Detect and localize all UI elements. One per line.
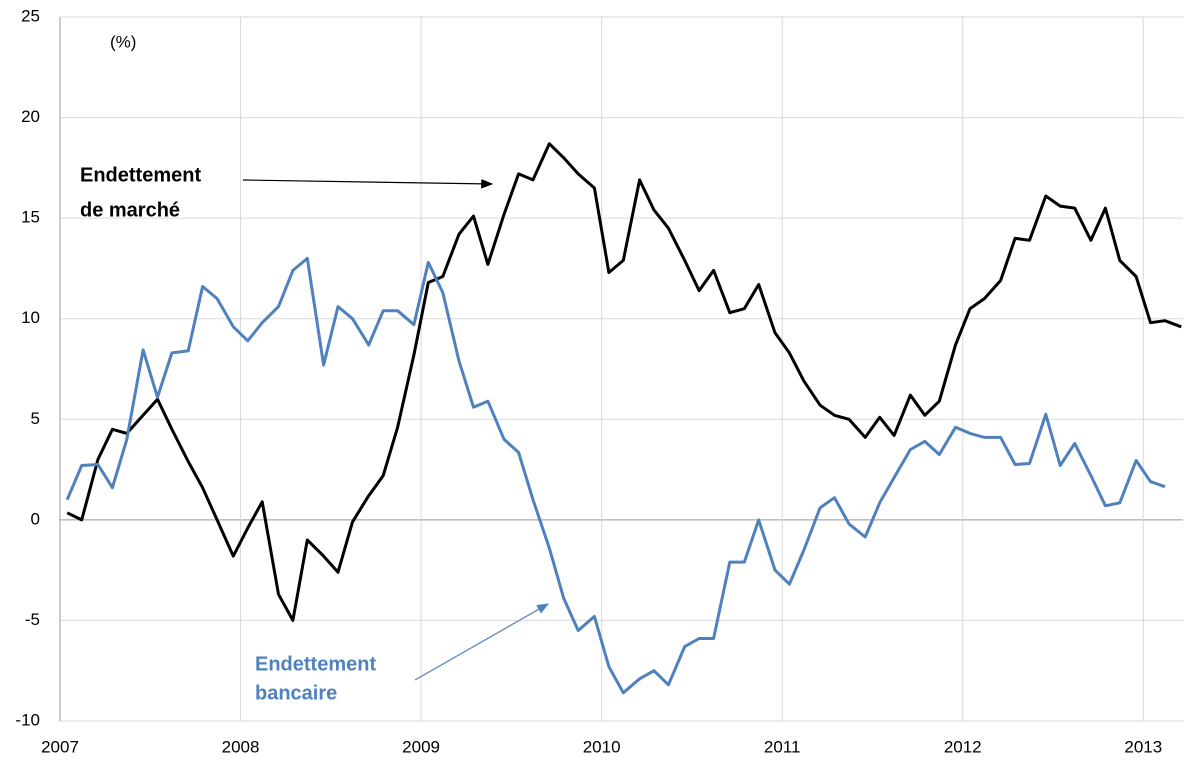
y-tick-label: -10 <box>15 710 40 729</box>
annotation: Endettement <box>255 653 376 675</box>
x-tick-label: 2011 <box>764 737 801 756</box>
y-axis-label: (%) <box>110 32 136 51</box>
y-tick-label: 10 <box>21 308 40 327</box>
annotation: Endettement <box>80 164 201 186</box>
annotation-arrow <box>242 179 494 189</box>
y-tick-label: -5 <box>25 610 40 629</box>
annotation: bancaire <box>255 682 337 704</box>
y-tick-label: 0 <box>31 509 40 528</box>
x-tick-label: 2010 <box>583 737 621 756</box>
y-tick-label: 20 <box>21 107 40 126</box>
x-tick-label: 2007 <box>41 737 79 756</box>
grid <box>59 16 1183 722</box>
x-tick-label: 2008 <box>222 737 260 756</box>
annotation-arrow <box>414 603 550 681</box>
x-tick-label: 2012 <box>944 737 982 756</box>
series-line <box>66 142 1182 622</box>
lines <box>65 142 1182 695</box>
y-tick-label: 5 <box>31 409 40 428</box>
y-tick-label: 15 <box>21 208 40 227</box>
series-line <box>65 256 1166 695</box>
x-tick-label: 2013 <box>1124 737 1162 756</box>
annotation: de marché <box>80 199 180 221</box>
y-tick-label: 25 <box>21 6 40 25</box>
x-tick-label: 2009 <box>402 737 440 756</box>
